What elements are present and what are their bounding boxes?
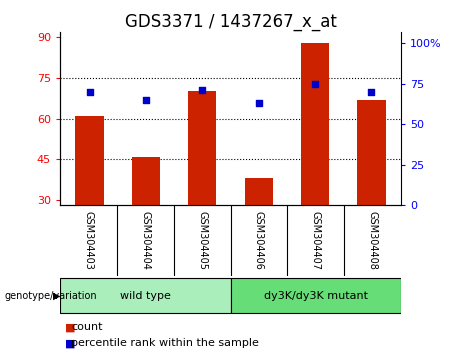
Text: GSM304405: GSM304405 <box>197 211 207 270</box>
Point <box>142 97 150 103</box>
Bar <box>60 278 230 313</box>
Text: GSM304404: GSM304404 <box>140 211 150 270</box>
Text: GSM304408: GSM304408 <box>367 211 378 270</box>
Text: GSM304403: GSM304403 <box>83 211 94 270</box>
Point <box>199 87 206 93</box>
Point <box>86 89 93 95</box>
Bar <box>245 178 273 205</box>
Bar <box>188 91 216 205</box>
Bar <box>132 156 160 205</box>
Text: genotype/variation: genotype/variation <box>5 291 97 301</box>
Bar <box>230 278 401 313</box>
Text: ■: ■ <box>65 322 75 332</box>
Point <box>368 89 375 95</box>
Text: GSM304407: GSM304407 <box>311 211 321 270</box>
Point <box>311 81 319 87</box>
Title: GDS3371 / 1437267_x_at: GDS3371 / 1437267_x_at <box>124 13 337 30</box>
Text: count: count <box>71 322 103 332</box>
Text: wild type: wild type <box>120 291 171 301</box>
Text: percentile rank within the sample: percentile rank within the sample <box>71 338 260 348</box>
Text: ▶: ▶ <box>53 291 60 301</box>
Bar <box>76 116 104 205</box>
Text: GSM304406: GSM304406 <box>254 211 264 270</box>
Point <box>255 100 262 106</box>
Bar <box>357 99 385 205</box>
Text: dy3K/dy3K mutant: dy3K/dy3K mutant <box>264 291 368 301</box>
Bar <box>301 43 329 205</box>
Text: ■: ■ <box>65 338 75 348</box>
